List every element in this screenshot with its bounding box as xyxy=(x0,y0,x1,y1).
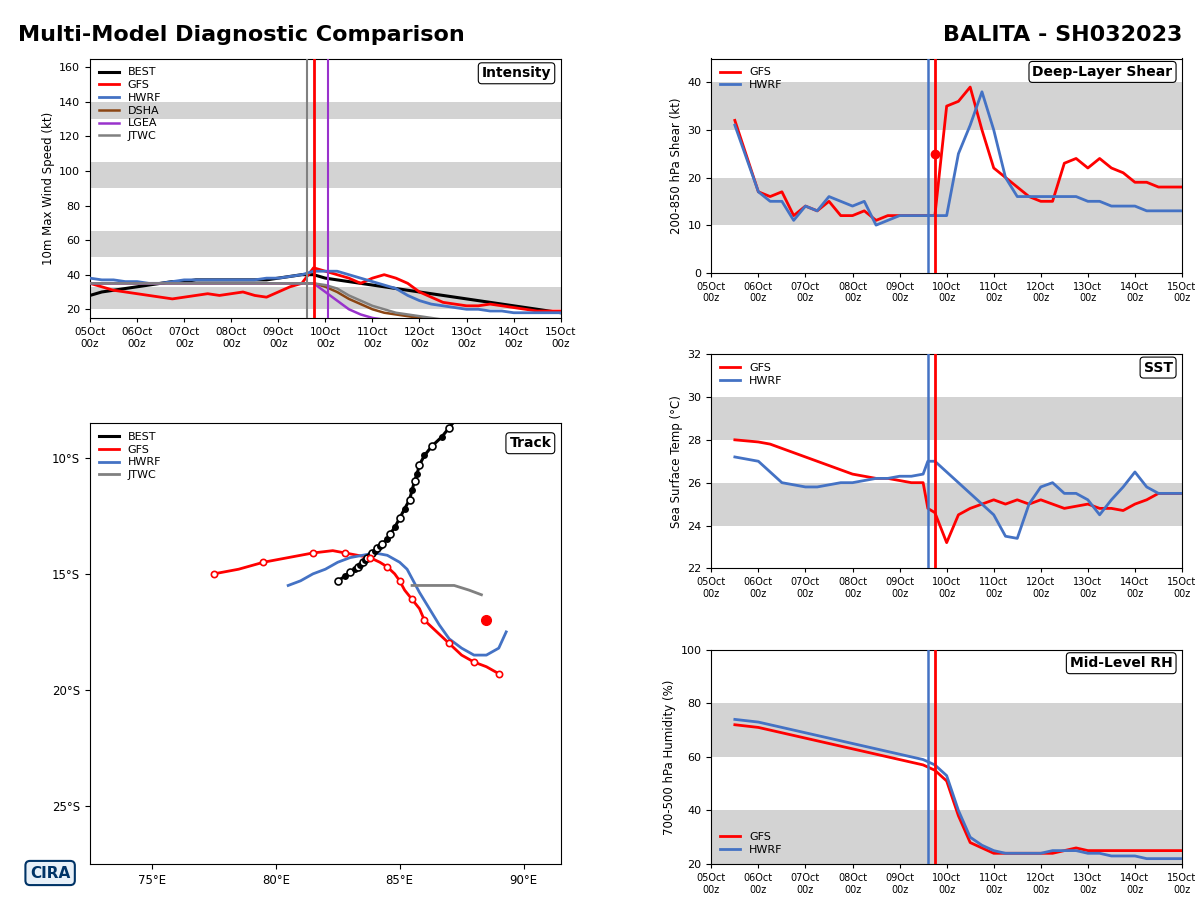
Text: CIRA: CIRA xyxy=(30,866,71,880)
Text: Deep-Layer Shear: Deep-Layer Shear xyxy=(1032,65,1172,79)
Legend: BEST, GFS, HWRF, DSHA, LGEA, JTWC: BEST, GFS, HWRF, DSHA, LGEA, JTWC xyxy=(96,64,164,145)
Bar xyxy=(90,287,560,310)
Y-axis label: 700-500 hPa Humidity (%): 700-500 hPa Humidity (%) xyxy=(664,680,677,834)
Legend: BEST, GFS, HWRF, JTWC: BEST, GFS, HWRF, JTWC xyxy=(96,428,164,483)
Legend: GFS, HWRF: GFS, HWRF xyxy=(716,360,786,389)
Bar xyxy=(90,162,560,188)
Bar xyxy=(712,82,1182,130)
Text: Mid-Level RH: Mid-Level RH xyxy=(1070,656,1172,670)
Text: BALITA - SH032023: BALITA - SH032023 xyxy=(943,25,1182,45)
Text: Multi-Model Diagnostic Comparison: Multi-Model Diagnostic Comparison xyxy=(18,25,464,45)
Text: Track: Track xyxy=(510,436,551,450)
Bar xyxy=(90,231,560,257)
Legend: GFS, HWRF: GFS, HWRF xyxy=(716,64,786,94)
Bar xyxy=(712,177,1182,225)
Bar xyxy=(712,703,1182,757)
Bar xyxy=(712,397,1182,440)
Bar xyxy=(712,482,1182,526)
Y-axis label: 10m Max Wind Speed (kt): 10m Max Wind Speed (kt) xyxy=(42,112,55,265)
Text: SST: SST xyxy=(1144,361,1172,374)
Legend: GFS, HWRF: GFS, HWRF xyxy=(716,829,786,859)
Y-axis label: Sea Surface Temp (°C): Sea Surface Temp (°C) xyxy=(670,395,683,527)
Bar xyxy=(712,810,1182,864)
Text: Intensity: Intensity xyxy=(481,67,551,80)
Y-axis label: 200-850 hPa Shear (kt): 200-850 hPa Shear (kt) xyxy=(671,97,683,234)
Bar xyxy=(90,102,560,119)
